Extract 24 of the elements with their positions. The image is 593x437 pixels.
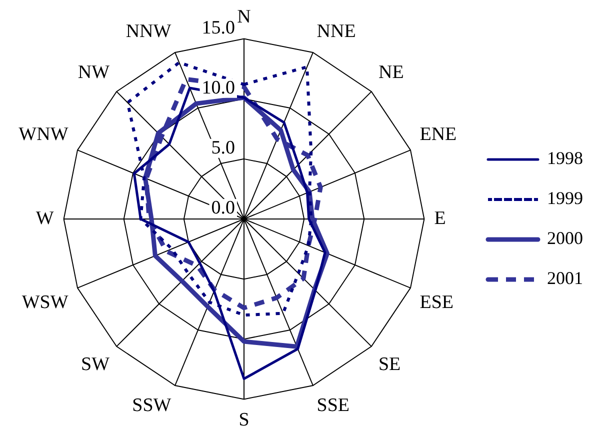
spoke-label: WSW: [22, 292, 68, 314]
legend-label: 1998: [547, 148, 583, 168]
legend-label: 1999: [547, 188, 583, 208]
spoke-label: NNE: [316, 20, 356, 42]
spoke-label: W: [36, 208, 54, 229]
spoke-label: NE: [378, 62, 404, 84]
spoke-label: N: [237, 6, 252, 28]
legend-label: 2001: [547, 268, 583, 288]
spoke-label: ESE: [420, 292, 454, 314]
spoke-label: WNW: [18, 124, 68, 145]
spoke-label: SSE: [316, 395, 350, 416]
legend-label: 2000: [547, 228, 583, 248]
y-tick-label: 15.0: [202, 17, 235, 38]
y-tick-label: 10.0: [202, 77, 235, 98]
spoke-label: SE: [378, 354, 401, 375]
spoke-label: SSW: [132, 395, 172, 416]
spoke-label: NNW: [126, 20, 172, 42]
y-tick-label: 0.0: [211, 197, 235, 218]
spoke-label: E: [434, 208, 446, 229]
spoke-label: ENE: [420, 124, 457, 145]
spoke-label: NW: [78, 62, 110, 84]
spoke-label: SW: [81, 354, 110, 375]
spoke-label: S: [238, 410, 250, 431]
y-tick-label: 5.0: [211, 137, 235, 158]
